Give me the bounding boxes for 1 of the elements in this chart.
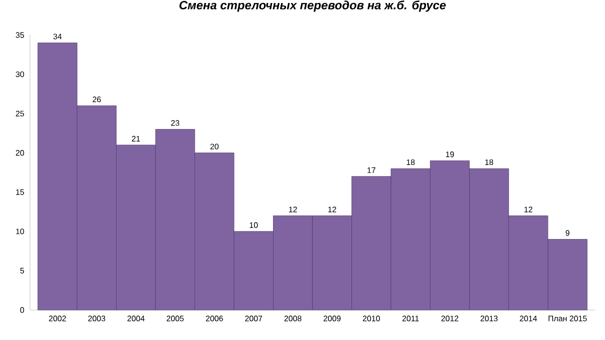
chart-title: Смена стрелочных переводов на ж.б. брусе (179, 0, 446, 12)
